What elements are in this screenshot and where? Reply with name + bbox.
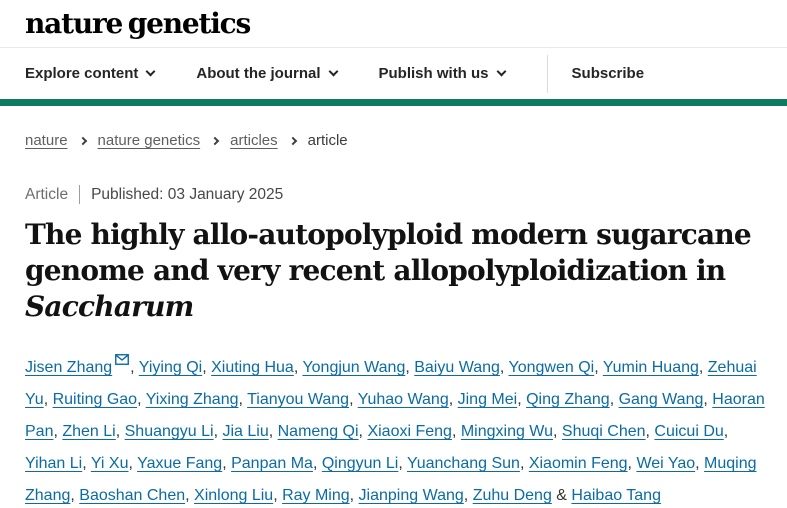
chevron-right-icon	[78, 136, 87, 145]
meta-divider	[79, 185, 81, 204]
author-link[interactable]: Jing Mei	[457, 391, 518, 408]
title-line-3-species-name: Saccharum	[25, 290, 194, 323]
author-link[interactable]: Haibao Tang	[571, 487, 661, 504]
email-icon[interactable]	[115, 345, 130, 377]
author-link[interactable]: Zehuai Yu	[25, 359, 757, 408]
author-link[interactable]: Yi Xu	[90, 455, 129, 472]
article-meta: Article Published: 03 January 2025	[25, 185, 762, 204]
nav-publish-with-us-label: Publish with us	[378, 65, 489, 82]
breadcrumb-nature[interactable]: nature	[25, 132, 68, 149]
author-link[interactable]: Panpan Ma	[231, 455, 313, 472]
author-link[interactable]: Ruiting Gao	[52, 391, 138, 408]
chevron-down-icon	[328, 66, 338, 77]
author-link[interactable]: Yixing Zhang	[145, 391, 239, 408]
author-link[interactable]: Baiyu Wang	[414, 359, 500, 376]
author-link[interactable]: Yaxue Fang	[137, 455, 223, 472]
author-link[interactable]: Xiuting Hua	[211, 359, 294, 376]
author-link[interactable]: Wei Yao	[636, 455, 696, 472]
nav-subscribe-label: Subscribe	[571, 65, 645, 82]
chevron-down-icon	[496, 66, 506, 77]
published-date: Published: 03 January 2025	[91, 185, 284, 203]
author-link[interactable]: Jianping Wang	[358, 487, 464, 504]
author-link[interactable]: Yongwen Qi	[508, 359, 595, 376]
author-link[interactable]: Yongjun Wang	[302, 359, 406, 376]
breadcrumb: nature nature genetics articles article	[25, 132, 762, 149]
nav-about-the-journal[interactable]: About the journal	[196, 65, 338, 82]
page-title: The highly allo-autopolyploid modern sug…	[25, 217, 762, 325]
author-link[interactable]: Muqing Zhang	[25, 455, 757, 504]
author-link[interactable]: Haoran Pan	[25, 391, 765, 440]
nav-explore-content-label: Explore content	[25, 65, 139, 82]
nav-divider	[546, 54, 548, 93]
article-type-label: Article	[25, 185, 69, 203]
author-link[interactable]: Mingxing Wu	[460, 423, 554, 440]
author-link[interactable]: Qing Zhang	[526, 391, 610, 408]
journal-logo[interactable]: nature genetics	[25, 7, 251, 40]
author-link[interactable]: Xiaoxi Feng	[367, 423, 452, 440]
author-link[interactable]: Zuhu Deng	[472, 487, 552, 504]
author-link[interactable]: Ray Ming	[282, 487, 350, 504]
author-link[interactable]: Tianyou Wang	[247, 391, 350, 408]
breadcrumb-article: article	[307, 132, 348, 149]
chevron-right-icon	[288, 136, 297, 145]
chevron-right-icon	[210, 136, 220, 145]
author-link[interactable]: Zhen Li	[62, 423, 116, 440]
article-page: nature nature genetics articles article …	[0, 132, 787, 508]
chevron-down-icon	[145, 66, 156, 77]
author-link[interactable]: Xinlong Liu	[194, 487, 274, 504]
breadcrumb-articles[interactable]: articles	[230, 132, 278, 149]
nav-subscribe[interactable]: Subscribe	[572, 65, 645, 82]
author-link[interactable]: Xiaomin Feng	[528, 455, 628, 472]
nav-publish-with-us[interactable]: Publish with us	[378, 65, 506, 82]
author-link[interactable]: Jia Liu	[222, 423, 269, 440]
author-link[interactable]: Gang Wang	[618, 391, 704, 408]
site-header: nature genetics	[0, 0, 787, 48]
author-link[interactable]: Shuqi Chen	[561, 423, 646, 440]
author-link[interactable]: Yuanchang Sun	[406, 455, 520, 472]
author-link[interactable]: Baoshan Chen	[79, 487, 186, 504]
brand-green-bar	[0, 99, 787, 106]
author-link[interactable]: Qingyun Li	[321, 455, 399, 472]
author-link[interactable]: Yiying Qi	[138, 359, 203, 376]
author-link[interactable]: Cuicui Du	[654, 423, 724, 440]
author-paragraph: Jisen Zhang, Yiying Qi, Xiuting Hua, Yon…	[25, 345, 770, 508]
author-link[interactable]: Nameng Qi	[277, 423, 359, 440]
nav-about-the-journal-label: About the journal	[196, 65, 321, 82]
author-link[interactable]: Yuhao Wang	[357, 391, 449, 408]
nav-explore-content[interactable]: Explore content	[25, 65, 156, 82]
author-link[interactable]: Yihan Li	[25, 455, 83, 472]
title-line-1: The highly allo-autopolyploid modern sug…	[25, 218, 752, 251]
main-nav: Explore content About the journal Publis…	[0, 48, 787, 99]
breadcrumb-nature-genetics[interactable]: nature genetics	[97, 132, 201, 149]
title-line-2: genome and very recent allopolyploidizat…	[25, 254, 726, 287]
author-link[interactable]: Yumin Huang	[602, 359, 699, 376]
author-link[interactable]: Jisen Zhang	[25, 359, 113, 376]
author-link[interactable]: Shuangyu Li	[124, 423, 214, 440]
